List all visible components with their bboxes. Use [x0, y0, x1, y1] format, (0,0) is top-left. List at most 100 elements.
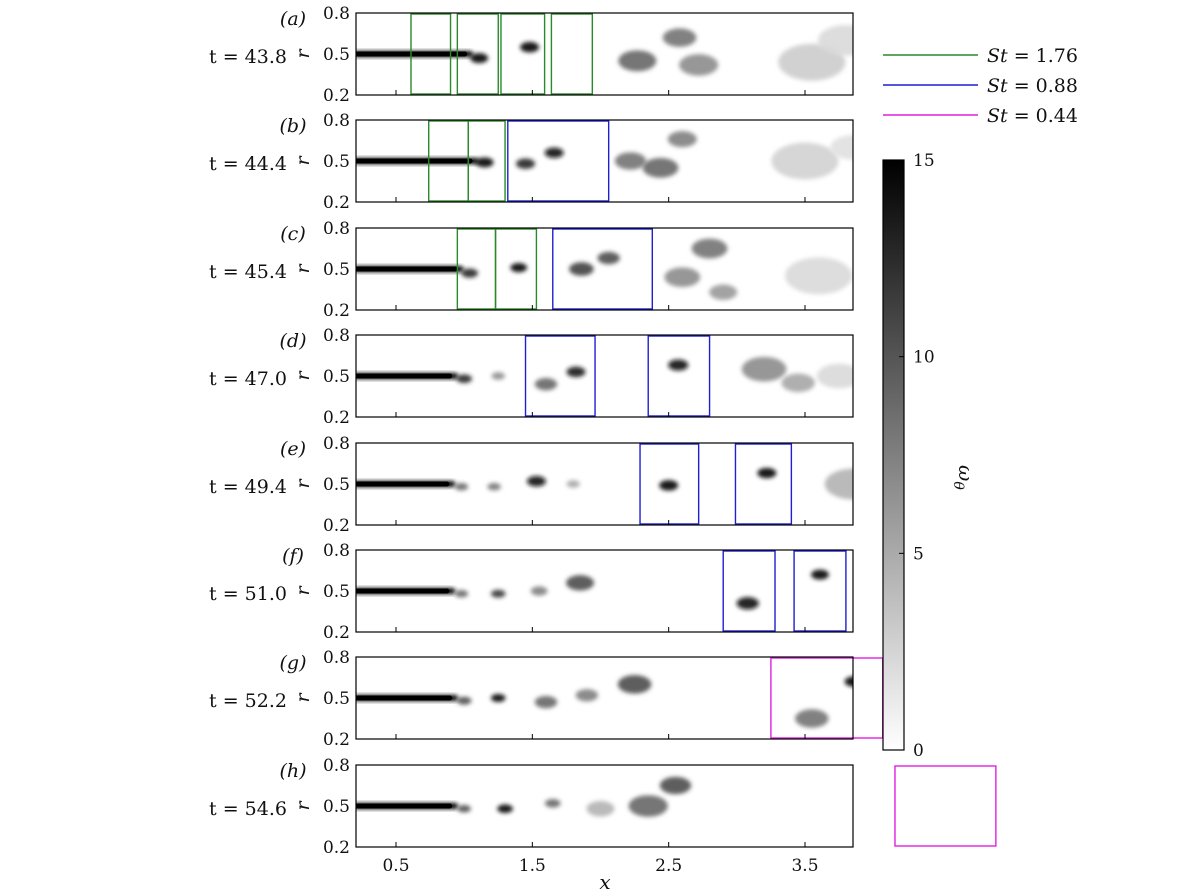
y-tick-label: 0.5 — [323, 260, 350, 280]
jet-core-line — [356, 373, 453, 379]
st-box — [524, 335, 596, 417]
vortex-blob — [490, 694, 506, 702]
panel-time-label: t = 45.4 — [209, 261, 287, 283]
st-box — [550, 13, 594, 95]
y-tick-label: 0.2 — [323, 193, 350, 213]
y-tick-label: 0.8 — [323, 219, 350, 239]
colorbar-tick-label: 5 — [913, 544, 924, 564]
y-tick-label: 0.2 — [323, 86, 350, 106]
vortex-blob — [457, 805, 471, 813]
panel-time-label: t = 52.2 — [209, 690, 287, 712]
y-tick-label: 0.5 — [323, 475, 350, 495]
legend-label-value: = 0.44 — [1008, 105, 1078, 127]
panel-c: 0.2 0.5 0.8 r (c) t = 45.4 — [209, 219, 854, 321]
legend-label: St = 0.88 — [987, 75, 1078, 97]
legend-label-value: = 0.88 — [1008, 75, 1078, 97]
panel-time-label: t = 44.4 — [209, 153, 287, 175]
jet-core-line — [356, 158, 473, 164]
st-box — [494, 228, 538, 310]
vortex-blob — [915, 788, 954, 810]
jet-core-line — [356, 588, 450, 594]
vortex-blob — [811, 569, 829, 580]
x-axis-label: x — [599, 870, 610, 894]
y-tick-label: 0.2 — [323, 301, 350, 321]
panel-time-label: t = 47.0 — [209, 368, 287, 390]
vortex-blob — [475, 157, 494, 168]
jet-core-line — [356, 266, 458, 272]
panel-h: 0.2 0.5 0.8 r (h) t = 54.6 — [209, 756, 997, 858]
y-tick-label: 0.5 — [323, 689, 350, 709]
vortex-blob — [659, 776, 692, 795]
y-tick-label: 0.8 — [323, 326, 350, 346]
panel-g: 0.2 0.5 0.8 r (g) t = 52.2 — [209, 648, 884, 750]
vortex-blob — [642, 157, 679, 178]
jet-core-line — [356, 803, 453, 809]
panel-tag: (e) — [280, 438, 306, 460]
vortex-blob — [490, 589, 506, 598]
vortex-blob — [566, 480, 580, 488]
y-axis-label: r — [292, 478, 314, 489]
st-box — [639, 443, 700, 525]
legend-label-var: St — [987, 105, 1008, 127]
panel-tag: (f) — [282, 545, 304, 567]
colorbar-bar — [882, 159, 905, 751]
y-tick-label: 0.8 — [323, 648, 350, 668]
y-tick-label: 0.5 — [323, 45, 350, 65]
vortex-blob — [456, 696, 472, 705]
st-box — [410, 13, 452, 95]
y-tick-label: 0.8 — [323, 541, 350, 561]
vortex-blob — [544, 798, 561, 808]
vortex-blob — [844, 676, 853, 687]
jet-core-line — [356, 481, 450, 487]
y-axis-label: r — [292, 585, 314, 596]
y-tick-label: 0.5 — [323, 797, 350, 817]
st-box — [793, 550, 847, 632]
st-box — [456, 13, 499, 95]
y-axis-label: r — [292, 800, 314, 811]
vortex-blob — [736, 597, 759, 610]
vortex-blob — [628, 795, 668, 817]
panel-field — [356, 356, 853, 393]
y-axis-label: r — [292, 48, 314, 59]
y-tick-label: 0.8 — [323, 4, 350, 24]
y-tick-label: 0.2 — [323, 623, 350, 643]
vortex-blob — [659, 480, 679, 491]
panel-field — [356, 776, 954, 817]
colorbar-label-symbol: ω — [954, 465, 978, 481]
st-box — [507, 120, 610, 202]
vortex-blob — [614, 152, 647, 170]
vortex-blob — [771, 142, 839, 180]
vortex-blob — [816, 363, 853, 389]
y-tick-label: 0.8 — [323, 111, 350, 131]
y-tick-label: 0.5 — [323, 152, 350, 172]
panel-field — [356, 467, 853, 500]
vortex-blob — [526, 476, 546, 487]
x-tick-label: 2.5 — [655, 856, 682, 876]
y-axis-label: r — [292, 155, 314, 166]
vortex-blob — [586, 801, 615, 817]
colorbar: 0 5 10 15 ωθ — [882, 151, 978, 761]
vortex-blob — [510, 263, 528, 273]
vortex-blob — [487, 483, 501, 491]
legend-label-var: St — [987, 75, 1008, 97]
vortex-blob — [778, 43, 846, 81]
vortex-blob — [566, 366, 586, 378]
panel-b: 0.2 0.5 0.8 r (b) t = 44.4 — [209, 111, 854, 213]
vortex-blob — [824, 468, 853, 500]
st-box — [467, 120, 506, 202]
y-tick-label: 0.2 — [323, 838, 350, 858]
y-tick-label: 0.2 — [323, 516, 350, 536]
y-axis-label: r — [292, 692, 314, 703]
panel-tag: (a) — [280, 8, 306, 30]
panel-field — [356, 131, 853, 180]
panel-tag: (d) — [280, 330, 307, 352]
vortex-blob — [456, 374, 472, 384]
colorbar-tick-label: 10 — [913, 348, 935, 368]
vortex-blob — [741, 356, 787, 382]
legend-label-value: = 1.76 — [1008, 45, 1078, 67]
panel-time-label: t = 49.4 — [209, 476, 287, 498]
vortex-blob — [618, 50, 657, 72]
